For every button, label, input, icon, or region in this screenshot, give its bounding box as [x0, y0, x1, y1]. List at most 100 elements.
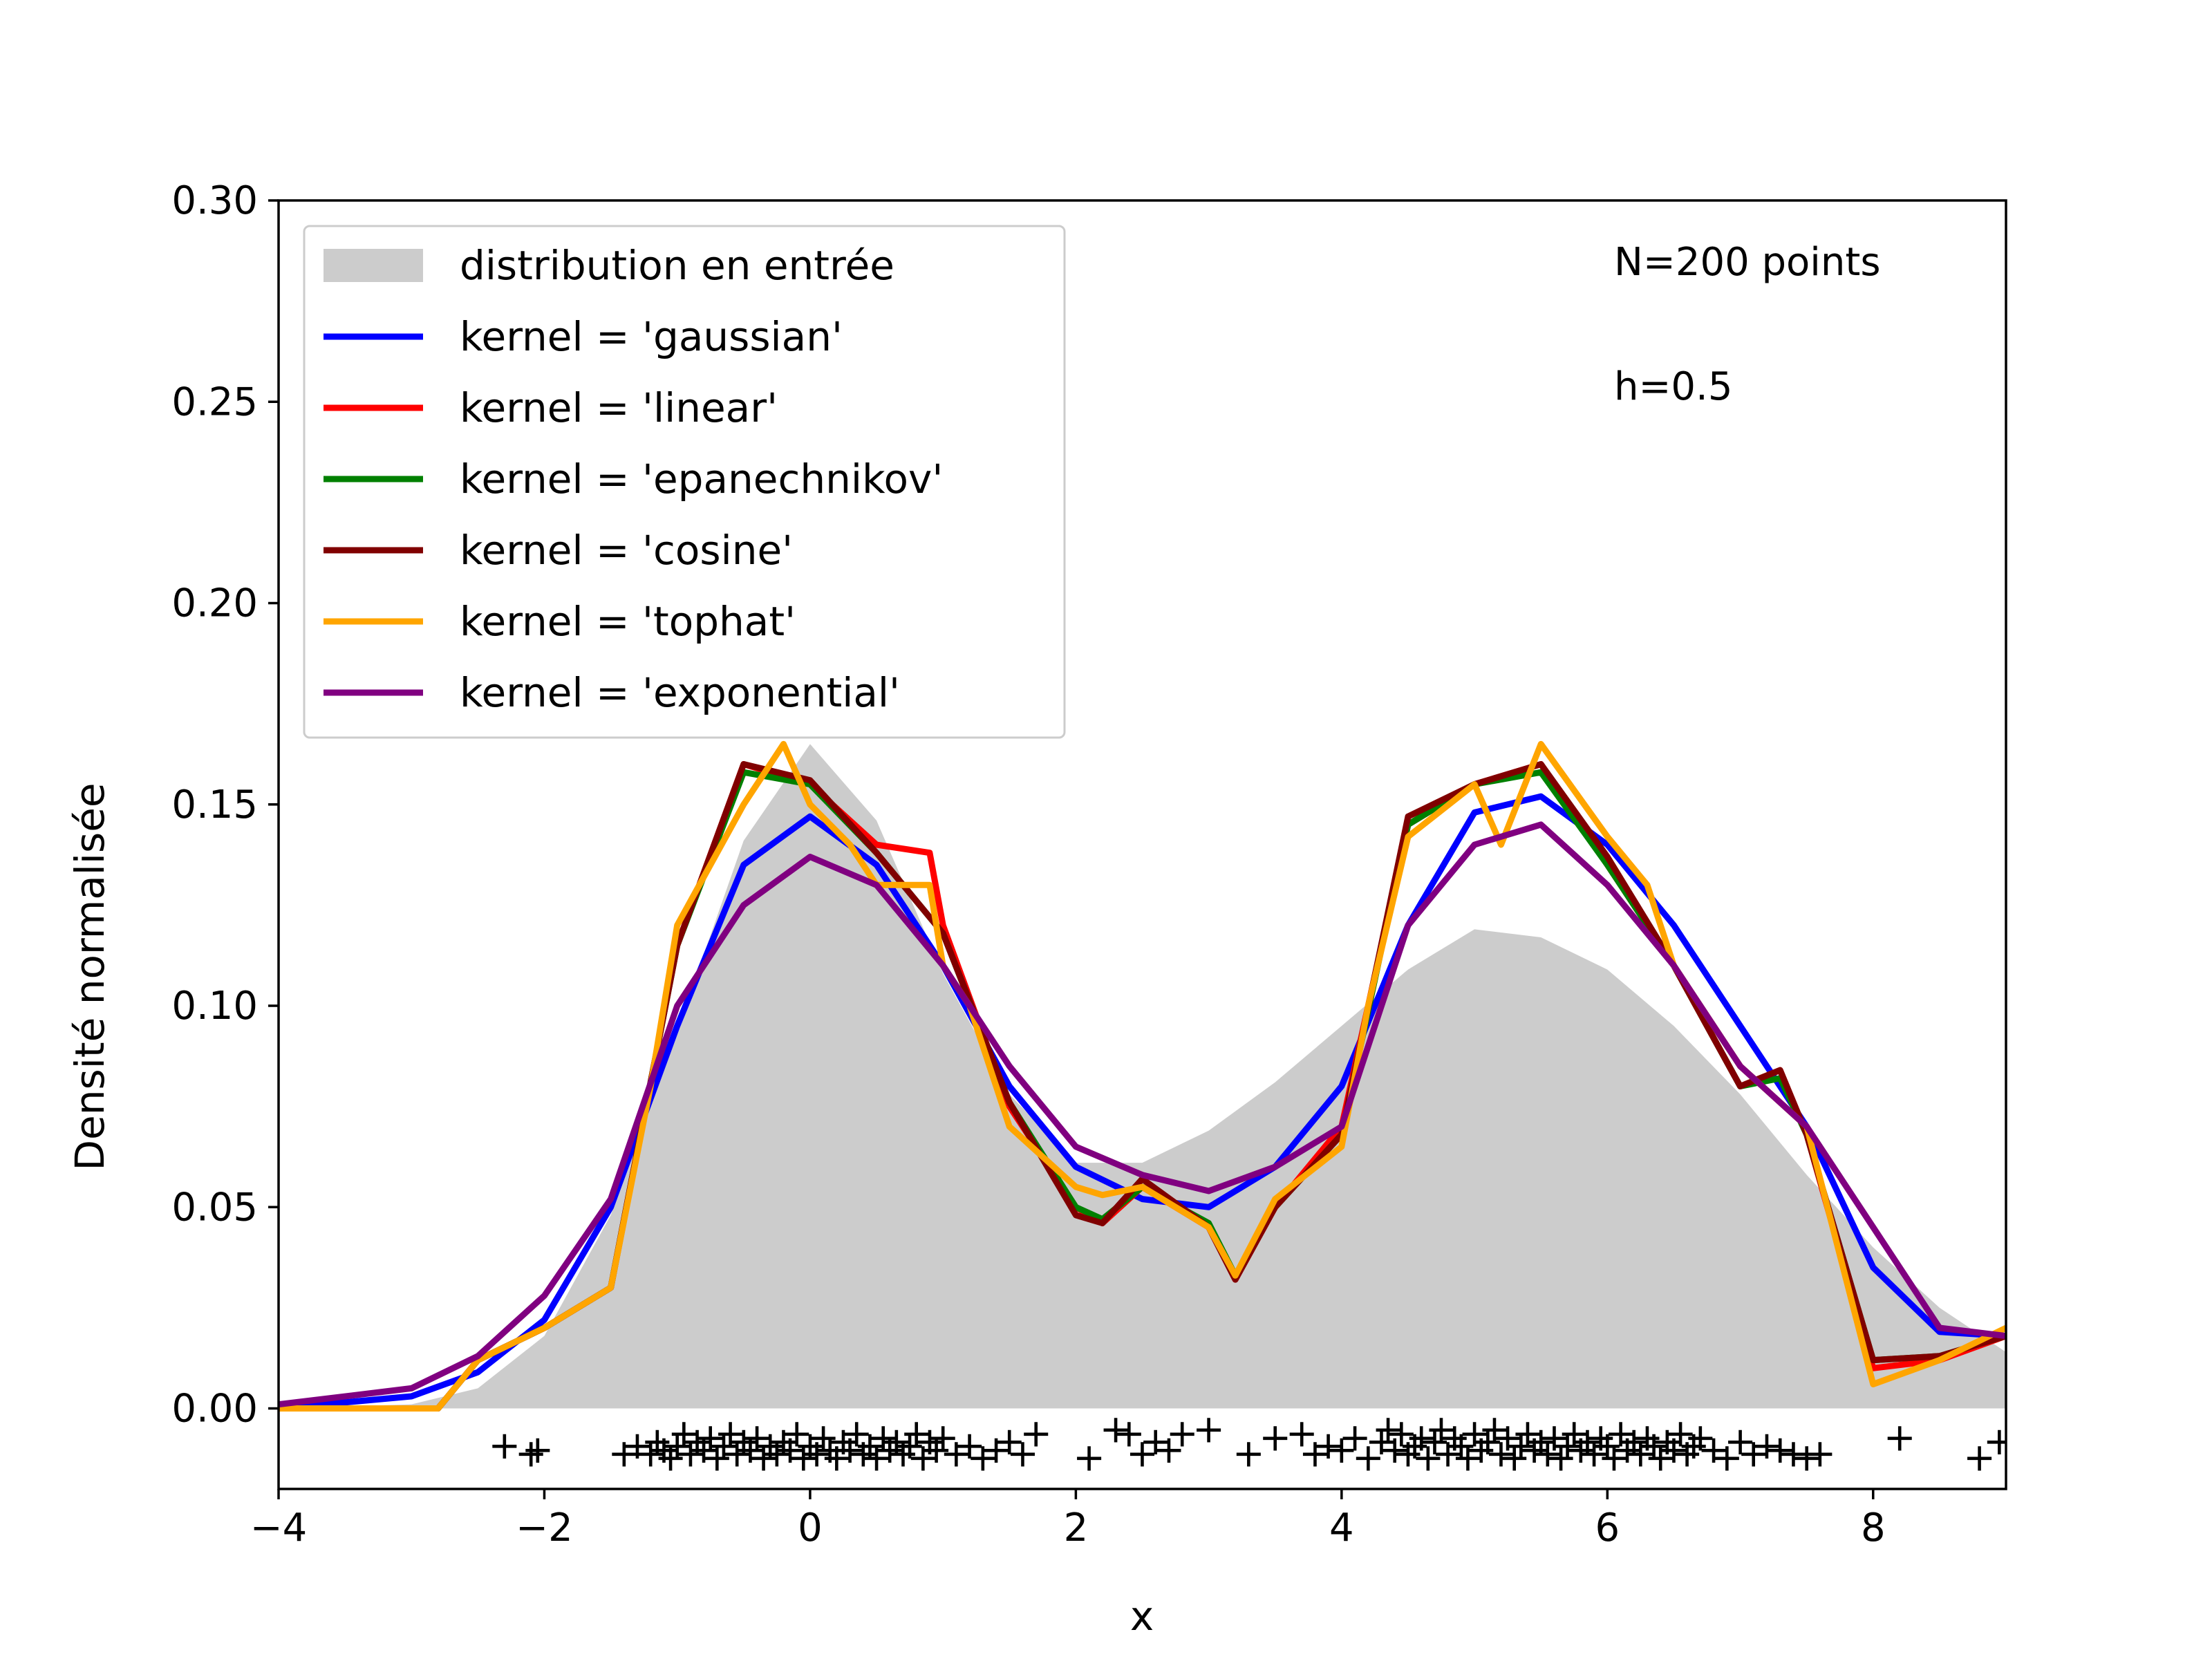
sample-marker: +	[747, 1435, 780, 1480]
sample-marker: +	[827, 1419, 860, 1464]
legend-label: kernel = 'epanechnikov'	[460, 456, 943, 503]
sample-marker: +	[1518, 1427, 1550, 1472]
sample-marker: +	[1790, 1435, 1823, 1480]
x-tick-label: 6	[1595, 1506, 1620, 1550]
sample-marker: +	[1618, 1419, 1650, 1464]
sample-marker: +	[1259, 1415, 1291, 1460]
axes-frame	[277, 199, 2007, 1490]
sample-marker: +	[1684, 1415, 1716, 1460]
legend-label: kernel = 'tophat'	[460, 598, 796, 645]
sample-marker: +	[1751, 1423, 1783, 1468]
sample-marker: +	[655, 1435, 687, 1480]
sample-marker: +	[1405, 1415, 1438, 1460]
sample-marker: +	[1604, 1411, 1637, 1456]
annotation-n-points: N=200 points	[1614, 240, 1881, 285]
sample-marker: +	[1638, 1423, 1670, 1468]
sample-marker: +	[754, 1423, 787, 1468]
sample-marker: +	[1777, 1432, 1810, 1477]
sample-marker: +	[1512, 1411, 1544, 1456]
sample-marker: +	[1432, 1432, 1464, 1477]
sample-marker: +	[894, 1423, 926, 1468]
sample-marker: +	[940, 1432, 973, 1477]
sample-marker: +	[774, 1427, 807, 1472]
sample-marker: +	[1100, 1407, 1132, 1452]
legend-label: kernel = 'exponential'	[460, 669, 900, 716]
sample-marker: +	[874, 1427, 906, 1472]
sample-marker: +	[1020, 1411, 1052, 1456]
sample-marker: +	[1372, 1407, 1405, 1452]
sample-marker: +	[521, 1427, 554, 1472]
y-tick-label: 0.00	[171, 1387, 258, 1432]
sample-marker: +	[674, 1432, 706, 1477]
sample-marker: +	[1392, 1432, 1425, 1477]
sample-marker: +	[887, 1432, 919, 1477]
sample-marker: +	[1478, 1407, 1510, 1452]
sample-marker: +	[1665, 1411, 1697, 1456]
sample-marker: +	[1578, 1432, 1611, 1477]
legend: distribution en entrée kernel = 'gaussian…	[303, 225, 1066, 739]
sample-marker: +	[721, 1432, 753, 1477]
sample-marker: +	[1571, 1419, 1604, 1464]
sample-marker: +	[1339, 1415, 1371, 1460]
axes: −4 −2 0 2 4 6 8 0.00 0.05 0.10 0.15 0.20 0.25 0.30	[171, 178, 2007, 1550]
y-tick-label: 0.05	[171, 1185, 258, 1230]
sample-marker: +	[1698, 1427, 1730, 1472]
sample-marker: +	[907, 1435, 939, 1480]
sample-marker: +	[681, 1419, 713, 1464]
x-tick-label: 8	[1861, 1506, 1886, 1550]
sample-marker: +	[621, 1423, 654, 1468]
y-tick-label: 0.10	[171, 984, 258, 1029]
sample-marker: +	[1465, 1427, 1497, 1472]
sample-marker: +	[834, 1427, 866, 1472]
sample-marker: +	[1545, 1435, 1577, 1480]
y-tick-label: 0.30	[171, 178, 258, 223]
sample-marker: +	[1525, 1419, 1557, 1464]
sample-marker: +	[1558, 1411, 1591, 1456]
sample-marker: +	[515, 1432, 547, 1477]
sample-marker: +	[847, 1432, 879, 1477]
sample-marker: +	[913, 1419, 946, 1464]
sample-marker: +	[1418, 1419, 1451, 1464]
sample-marker: +	[1485, 1432, 1517, 1477]
legend-label: kernel = 'cosine'	[460, 527, 793, 574]
sample-marker: +	[1624, 1432, 1657, 1477]
sample-marker: +	[734, 1427, 767, 1472]
sample-marker: +	[1452, 1435, 1484, 1480]
sample-marker: +	[1737, 1432, 1770, 1477]
sample-marker: +	[1352, 1435, 1385, 1480]
sample-marker: +	[1412, 1435, 1444, 1480]
sample-marker: +	[608, 1432, 640, 1477]
y-axis-label: Densité normalisée	[66, 782, 113, 1170]
sample-marker: +	[1551, 1423, 1584, 1468]
sample-marker: +	[1564, 1427, 1597, 1472]
sample-marker: +	[1299, 1432, 1331, 1477]
sample-marker: +	[814, 1427, 846, 1472]
sample-marker: +	[641, 1419, 673, 1464]
sample-marker: +	[1538, 1415, 1571, 1460]
x-tick-label: 2	[1064, 1506, 1089, 1550]
sample-marker: +	[1166, 1411, 1199, 1456]
sample-marker: +	[780, 1411, 813, 1456]
sample-marker: +	[1232, 1432, 1265, 1477]
sample-marker: +	[1803, 1432, 1836, 1477]
sample-marker: +	[1459, 1411, 1491, 1456]
sample-marker: +	[1658, 1427, 1690, 1472]
sample-marker: +	[714, 1411, 747, 1456]
legend-label: distribution en entrée	[460, 242, 894, 289]
series-line-5	[279, 821, 2006, 1408]
sample-marker: +	[1492, 1415, 1524, 1460]
sample-marker: +	[688, 1427, 720, 1472]
legend-label: kernel = 'gaussian'	[460, 313, 843, 360]
sample-marker: +	[1505, 1423, 1537, 1468]
y-tick-label: 0.15	[171, 782, 258, 827]
sample-marker: +	[1671, 1432, 1703, 1477]
sample-marker: +	[694, 1415, 727, 1460]
sample-marker: +	[821, 1435, 853, 1480]
sample-marker: +	[927, 1415, 959, 1460]
sample-marker: +	[1764, 1427, 1797, 1472]
sample-marker: +	[1139, 1419, 1172, 1464]
sample-marker: +	[1983, 1419, 2016, 1464]
sample-marker: +	[1631, 1415, 1664, 1460]
plot-area: +++ +++++++++++++++++++++++++++++++++++++…	[279, 740, 2016, 1480]
